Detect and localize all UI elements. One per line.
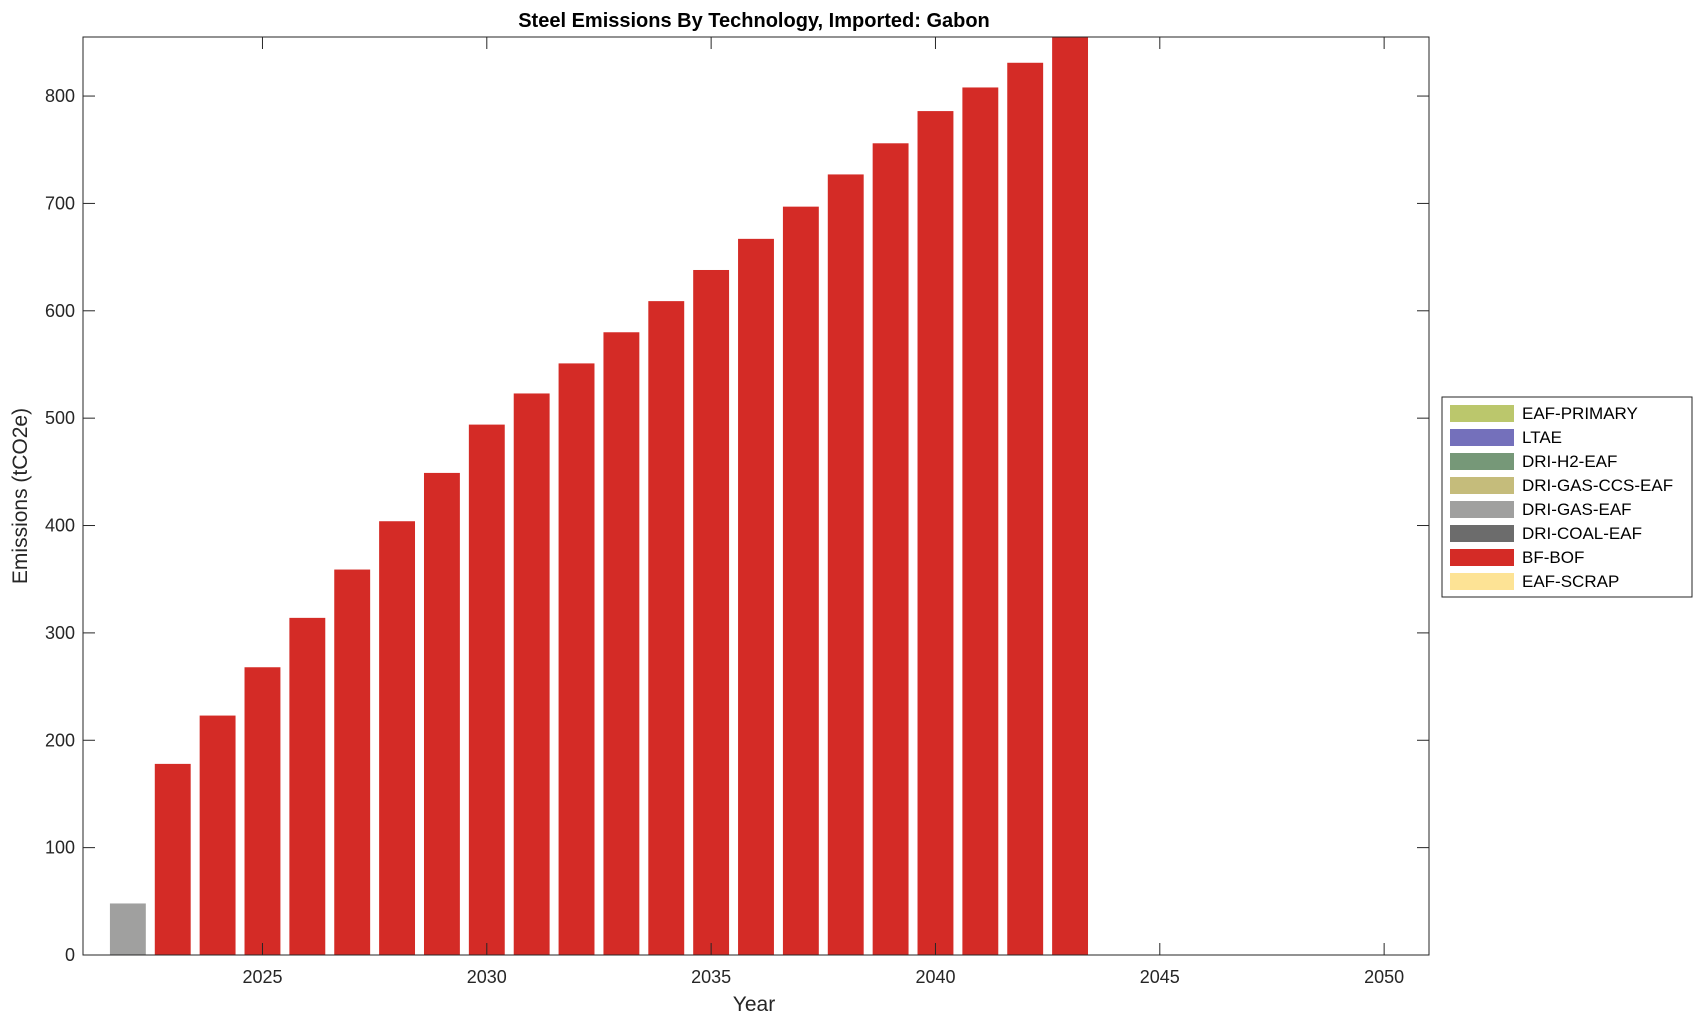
legend-label-dri-gas-eaf: DRI-GAS-EAF [1522,500,1632,519]
y-tick-label: 400 [45,516,75,536]
legend-swatch-dri-coal-eaf [1450,525,1514,542]
y-tick-label: 700 [45,193,75,213]
bar-bf-bof-2035 [693,269,730,955]
bar-bf-bof-2038 [827,174,864,955]
bar-bf-bof-2039 [872,143,909,955]
bar-dri-gas-eaf-2022 [109,903,146,955]
bar-bf-bof-2023 [154,763,191,955]
bar-bf-bof-2040 [917,111,954,955]
bar-bf-bof-2029 [423,472,460,955]
bar-bf-bof-2033 [603,332,640,955]
y-tick-label: 800 [45,86,75,106]
chart-title: Steel Emissions By Technology, Imported:… [518,10,990,32]
x-axis: 2025 2030 2035 2040 2045 2050 [242,37,1404,987]
legend-label-eaf-scrap: EAF-SCRAP [1522,572,1619,591]
bar-bf-bof-2034 [648,301,685,955]
bar-bf-bof-2041 [962,87,999,956]
legend-swatch-dri-gas-eaf [1450,501,1514,518]
plot-area-frame [82,36,1430,956]
bar-bf-bof-2025 [244,667,281,955]
bar-group [109,37,1089,956]
x-tick-label: 2025 [242,967,282,987]
legend-swatch-dri-gas-ccs-eaf [1450,477,1514,494]
bar-bf-bof-2027 [334,569,371,955]
y-axis-label: Emissions (tCO2e) [9,408,32,584]
x-tick-label: 2040 [915,967,955,987]
legend-label-dri-coal-eaf: DRI-COAL-EAF [1522,524,1642,543]
legend-swatch-ltae [1450,429,1514,446]
y-tick-label: 300 [45,623,75,643]
y-tick-label: 0 [65,945,75,965]
legend-label-eaf-primary: EAF-PRIMARY [1522,404,1638,423]
legend: EAF-PRIMARY LTAE DRI-H2-EAF DRI-GAS-CCS-EAF… [1441,396,1693,598]
y-tick-label: 100 [45,838,75,858]
bar-bf-bof-2024 [199,715,236,955]
bar-bf-bof-2026 [289,617,326,955]
x-tick-label: 2035 [691,967,731,987]
y-tick-label: 600 [45,301,75,321]
legend-box [1441,396,1693,598]
y-tick-label: 200 [45,730,75,750]
bar-bf-bof-2031 [513,393,550,956]
legend-swatch-dri-h2-eaf [1450,453,1514,470]
bar-bf-bof-2030 [468,424,505,956]
legend-label-bf-bof: BF-BOF [1522,548,1584,567]
y-axis: 0 100 200 300 400 500 600 700 800 [45,86,1429,965]
legend-label-dri-gas-ccs-eaf: DRI-GAS-CCS-EAF [1522,476,1673,495]
x-tick-label: 2045 [1140,967,1180,987]
bar-bf-bof-2042 [1007,62,1044,955]
bar-bf-bof-2036 [738,238,774,955]
bar-bf-bof-2043 [1052,37,1089,955]
x-tick-label: 2050 [1364,967,1404,987]
bar-bf-bof-2028 [379,521,416,955]
legend-label-ltae: LTAE [1522,428,1562,447]
y-tick-label: 500 [45,408,75,428]
bar-bf-bof-2032 [558,363,595,955]
legend-label-dri-h2-eaf: DRI-H2-EAF [1522,452,1617,471]
bar-bf-bof-2037 [782,206,819,956]
x-tick-label: 2030 [467,967,507,987]
x-axis-label: Year [733,993,775,1016]
legend-swatch-eaf-primary [1450,405,1514,422]
legend-swatch-bf-bof [1450,549,1514,566]
legend-swatch-eaf-scrap [1450,573,1514,590]
